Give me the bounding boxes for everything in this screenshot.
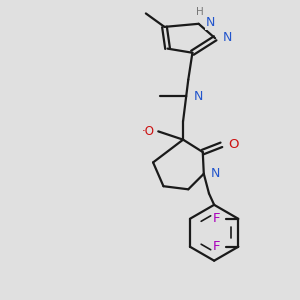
Text: N: N [194,90,203,103]
Text: N: N [222,31,232,44]
Text: H: H [145,125,153,135]
Text: O: O [229,138,239,151]
Text: N: N [206,16,215,29]
Text: N: N [211,167,220,180]
Text: F: F [213,240,221,253]
Text: H: H [196,8,203,17]
Text: F: F [213,212,221,225]
Text: ·O: ·O [142,125,155,138]
